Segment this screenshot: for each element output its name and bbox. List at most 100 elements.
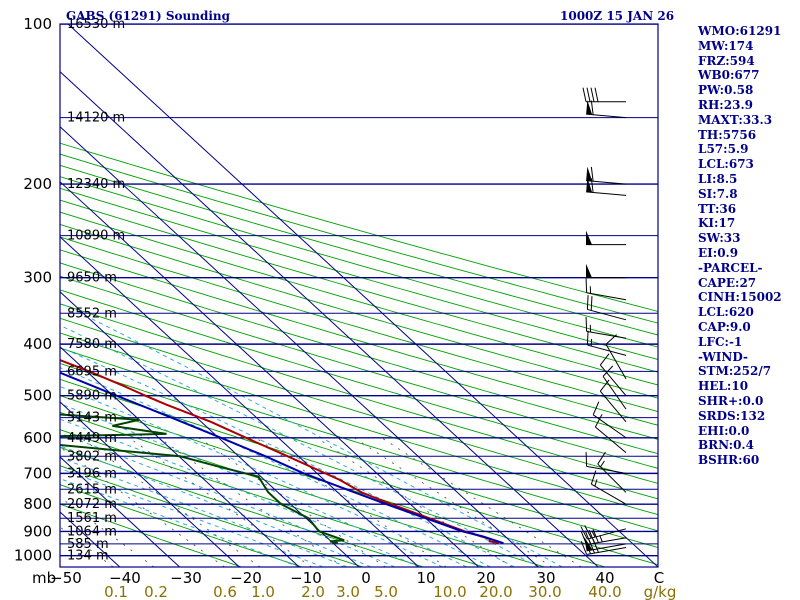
index-value: WB0:677 bbox=[698, 68, 760, 83]
wind-barb-flag bbox=[602, 365, 614, 377]
wind-barb-flag bbox=[584, 530, 592, 545]
mixing-ratio-tick-label: 1.0 bbox=[251, 583, 275, 600]
isotherm bbox=[60, 456, 180, 567]
wind-barb-pennant bbox=[586, 230, 592, 245]
index-value: EI:0.9 bbox=[698, 245, 739, 260]
index-value: MW:174 bbox=[698, 38, 754, 53]
index-value: SHR+:0.0 bbox=[698, 393, 764, 408]
wind-barb-halfflag bbox=[600, 460, 605, 468]
wind-barb-staff bbox=[591, 483, 627, 505]
mixing-ratio-tick-label: 0.2 bbox=[144, 583, 168, 600]
height-label: 14120 m bbox=[67, 111, 125, 126]
mixing-ratio-line bbox=[60, 496, 155, 567]
mixing-ratio-tick-label: 10.0 bbox=[433, 583, 466, 600]
wind-barb-flag bbox=[580, 540, 588, 555]
dry-adiabat bbox=[60, 465, 365, 567]
temperature-tick-label: −20 bbox=[230, 569, 262, 587]
dry-adiabat bbox=[60, 332, 658, 516]
index-value: LCL:673 bbox=[698, 157, 754, 172]
height-label: 3802 m bbox=[67, 449, 117, 464]
wind-barb-pennant bbox=[586, 263, 592, 278]
wind-barb-flag bbox=[586, 87, 591, 102]
mixing-ratio-line bbox=[255, 437, 447, 567]
mixing-ratio-unit-label: g/kg bbox=[644, 583, 677, 600]
temperature-line bbox=[60, 359, 499, 544]
height-label: 10890 m bbox=[67, 229, 125, 244]
temperature-tick-label: −40 bbox=[109, 569, 141, 587]
height-label: 6695 m bbox=[67, 364, 117, 379]
sounding-profiles bbox=[60, 359, 504, 545]
wind-barbs bbox=[580, 87, 627, 555]
index-value: CINH:15002 bbox=[698, 290, 782, 305]
wind-barb-flag bbox=[594, 414, 603, 428]
dry-adiabat bbox=[60, 199, 658, 373]
temperature-tick-label: 40 bbox=[595, 569, 614, 587]
temperature-tick-label: −10 bbox=[290, 569, 322, 587]
dry-adiabat bbox=[60, 262, 658, 440]
wind-barb-flag bbox=[592, 401, 600, 416]
index-value: CAPE:27 bbox=[698, 275, 757, 290]
wind-barb-staff bbox=[602, 376, 627, 410]
mixing-ratio-tick-label: 0.1 bbox=[104, 583, 128, 600]
index-value: EHI:0.0 bbox=[698, 423, 750, 438]
plot-frame bbox=[59, 23, 659, 568]
x-axis-unit-label: C bbox=[654, 569, 664, 587]
dry-adiabat bbox=[60, 317, 658, 500]
wind-barb-staff bbox=[592, 414, 627, 439]
wind-barb-flag bbox=[592, 529, 599, 543]
wind-barb-flag bbox=[590, 166, 594, 182]
pressure-tick-label: 600 bbox=[23, 429, 52, 447]
wind-barb-flag bbox=[582, 87, 587, 102]
index-value: L57:5.9 bbox=[698, 142, 749, 157]
height-label: 5143 m bbox=[67, 411, 117, 426]
dry-adiabat bbox=[60, 187, 658, 360]
isotherm bbox=[60, 291, 360, 567]
dry-adiabat bbox=[60, 303, 658, 484]
index-value: HEL:10 bbox=[698, 379, 749, 394]
sounding-time: 1000Z 15 JAN 26 bbox=[560, 9, 674, 23]
temperature-tick-label: 30 bbox=[536, 569, 555, 587]
wind-barb-staff bbox=[586, 330, 627, 339]
mixing-ratio-tick-label: 2.0 bbox=[301, 583, 325, 600]
wind-barb-staff bbox=[587, 344, 627, 356]
y-axis-unit-label: mb bbox=[32, 569, 56, 587]
wind-barb-staff bbox=[586, 292, 627, 301]
wind-barb-flag bbox=[597, 451, 606, 465]
index-value: -PARCEL- bbox=[698, 260, 763, 275]
dry-adiabat bbox=[60, 211, 658, 386]
temperature-tick-label: 10 bbox=[416, 569, 435, 587]
index-value: LFC:-1 bbox=[698, 334, 743, 349]
wind-barb-staff bbox=[597, 463, 627, 493]
index-value: LI:8.5 bbox=[698, 171, 738, 186]
height-label: 585 m bbox=[67, 537, 109, 552]
wind-barb-staff bbox=[599, 364, 627, 396]
wind-barb-halfflag bbox=[594, 479, 598, 487]
height-label: 7580 m bbox=[67, 337, 117, 352]
height-label: 134 m bbox=[67, 549, 109, 564]
height-label: 2615 m bbox=[67, 482, 117, 497]
height-label: 1064 m bbox=[67, 524, 117, 539]
index-value: PW:0.58 bbox=[698, 83, 754, 98]
dry-adiabat bbox=[60, 142, 658, 312]
index-value: CAP:9.0 bbox=[698, 319, 751, 334]
isotherm bbox=[60, 566, 61, 567]
wind-barb-staff bbox=[586, 465, 627, 474]
dry-adiabat bbox=[60, 484, 304, 567]
wind-barb-flag bbox=[580, 531, 588, 545]
moist-adiabat bbox=[60, 367, 491, 567]
moist-adiabat bbox=[60, 445, 372, 567]
pressure-tick-label: 1000 bbox=[14, 547, 52, 565]
moist-adiabat bbox=[60, 432, 396, 567]
wind-barb-flag bbox=[590, 87, 595, 102]
wind-barb-staff bbox=[599, 390, 627, 423]
wind-barb-flag bbox=[599, 353, 610, 366]
dry-adiabat bbox=[60, 249, 658, 426]
mixing-ratio-tick-label: 40.0 bbox=[588, 583, 621, 600]
mixing-ratio-line bbox=[60, 526, 114, 567]
wind-barb-flag bbox=[586, 295, 589, 310]
dry-adiabat bbox=[60, 236, 658, 413]
parcel-line bbox=[60, 371, 504, 545]
indices-panel: WMO:61291 MW:174 FRZ:594 WB0:677 PW:0.58 RH:2… bbox=[698, 24, 798, 468]
